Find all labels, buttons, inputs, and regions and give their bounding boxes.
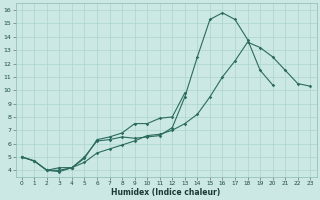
X-axis label: Humidex (Indice chaleur): Humidex (Indice chaleur)	[111, 188, 221, 197]
